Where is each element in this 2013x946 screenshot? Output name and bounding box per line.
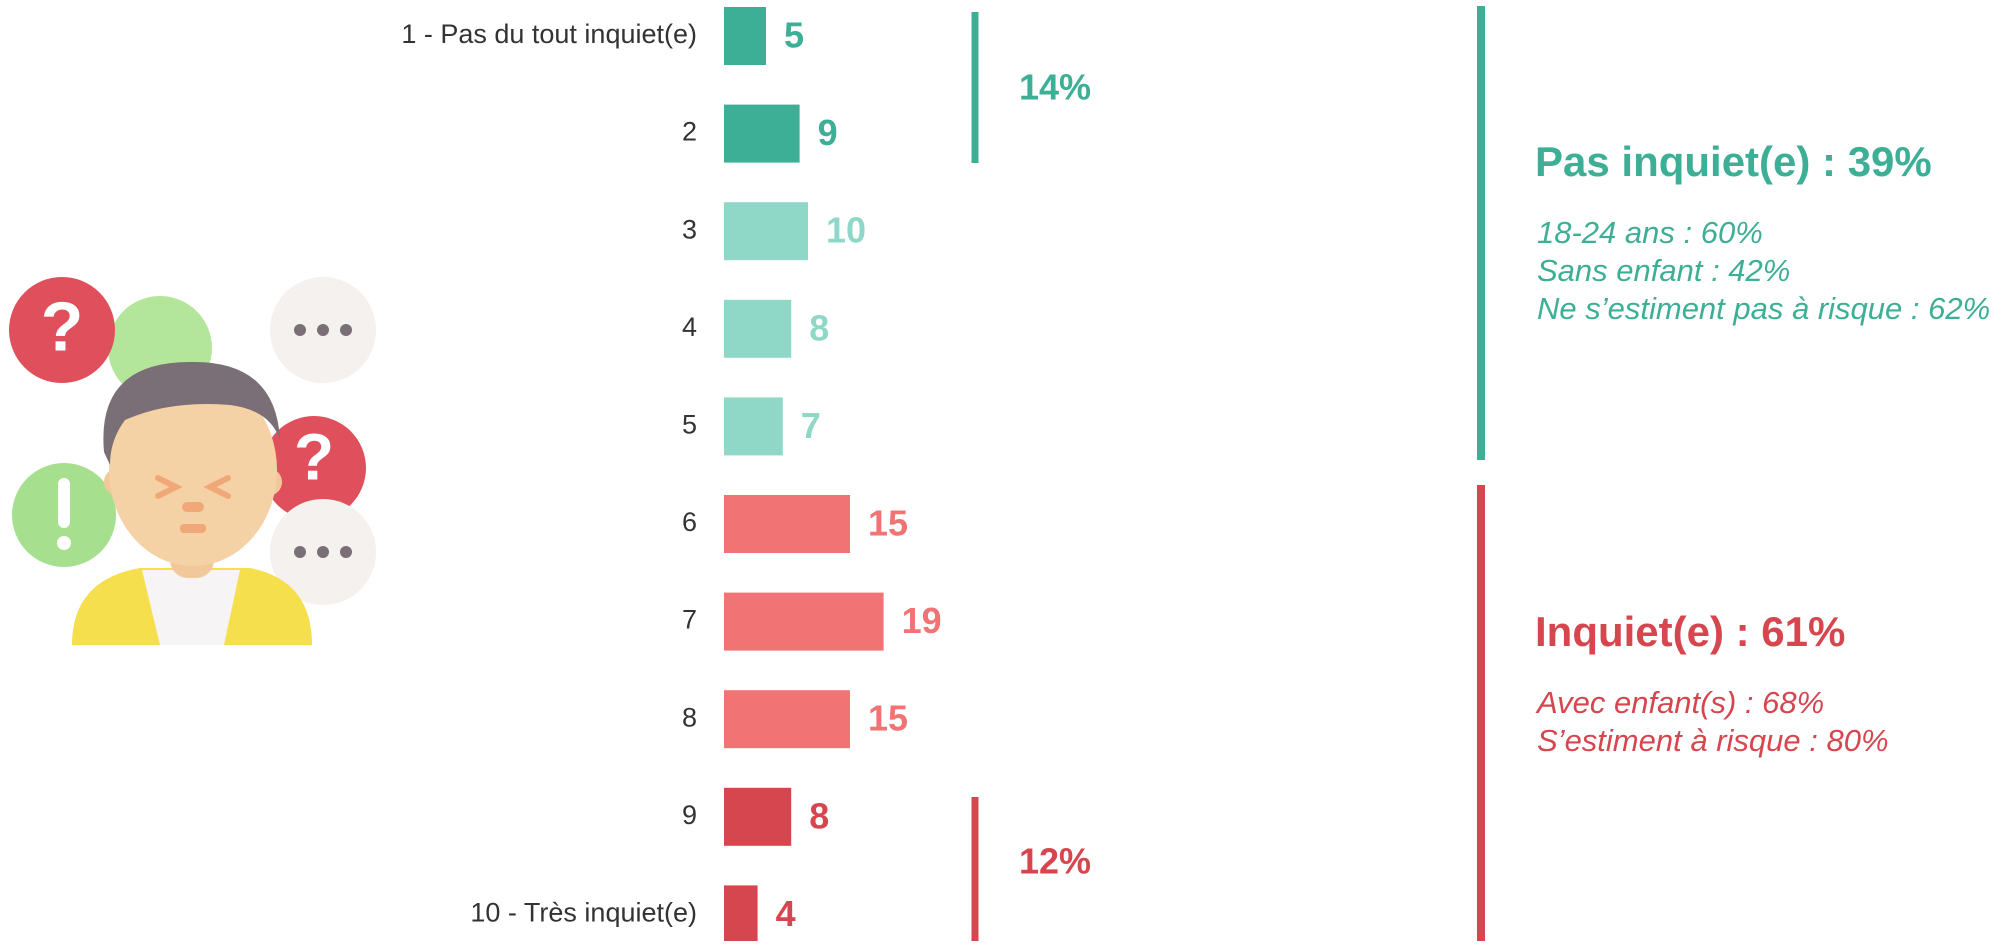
group-title: Pas inquiet(e) : 39% bbox=[1535, 138, 1932, 185]
bar bbox=[724, 885, 758, 944]
group-note: Ne s’estiment pas à risque : 62% bbox=[1537, 291, 1990, 326]
bar bbox=[724, 104, 800, 163]
category-label: 4 bbox=[682, 312, 697, 342]
bar bbox=[724, 299, 792, 358]
category-label: 3 bbox=[682, 214, 697, 244]
bar bbox=[724, 397, 783, 456]
value-label: 4 bbox=[776, 893, 796, 934]
illustration: ? ? bbox=[9, 277, 376, 645]
category-label: 2 bbox=[682, 117, 697, 147]
category-label: 9 bbox=[682, 800, 697, 830]
category-label: 8 bbox=[682, 702, 697, 732]
group-note: 18-24 ans : 60% bbox=[1537, 215, 1763, 250]
svg-text:?: ? bbox=[294, 419, 334, 493]
group-note: Sans enfant : 42% bbox=[1537, 253, 1790, 288]
value-label: 10 bbox=[826, 210, 866, 251]
category-label: 6 bbox=[682, 507, 697, 537]
value-label: 5 bbox=[784, 15, 804, 56]
value-label: 9 bbox=[818, 112, 838, 153]
category-label: 10 - Très inquiet(e) bbox=[470, 898, 697, 928]
value-label: 19 bbox=[902, 600, 942, 641]
annotation: 14% bbox=[1019, 67, 1091, 108]
group-note: Avec enfant(s) : 68% bbox=[1535, 685, 1824, 720]
annotation: 12% bbox=[1019, 841, 1091, 882]
value-label: 8 bbox=[809, 795, 829, 836]
category-label: 1 - Pas du tout inquiet(e) bbox=[401, 19, 697, 49]
value-label: 15 bbox=[868, 698, 908, 739]
category-label: 7 bbox=[682, 605, 697, 635]
category-label: 5 bbox=[682, 410, 697, 440]
group-note: S’estiment à risque : 80% bbox=[1537, 723, 1889, 758]
bar bbox=[724, 7, 766, 65]
bar bbox=[724, 202, 808, 261]
bar bbox=[724, 495, 850, 553]
svg-text:?: ? bbox=[41, 287, 84, 365]
bar bbox=[724, 787, 792, 846]
value-label: 7 bbox=[801, 405, 821, 446]
bar bbox=[724, 690, 850, 749]
value-label: 15 bbox=[868, 503, 908, 544]
bar bbox=[724, 592, 884, 651]
group-title: Inquiet(e) : 61% bbox=[1535, 608, 1845, 655]
value-label: 8 bbox=[809, 307, 829, 348]
